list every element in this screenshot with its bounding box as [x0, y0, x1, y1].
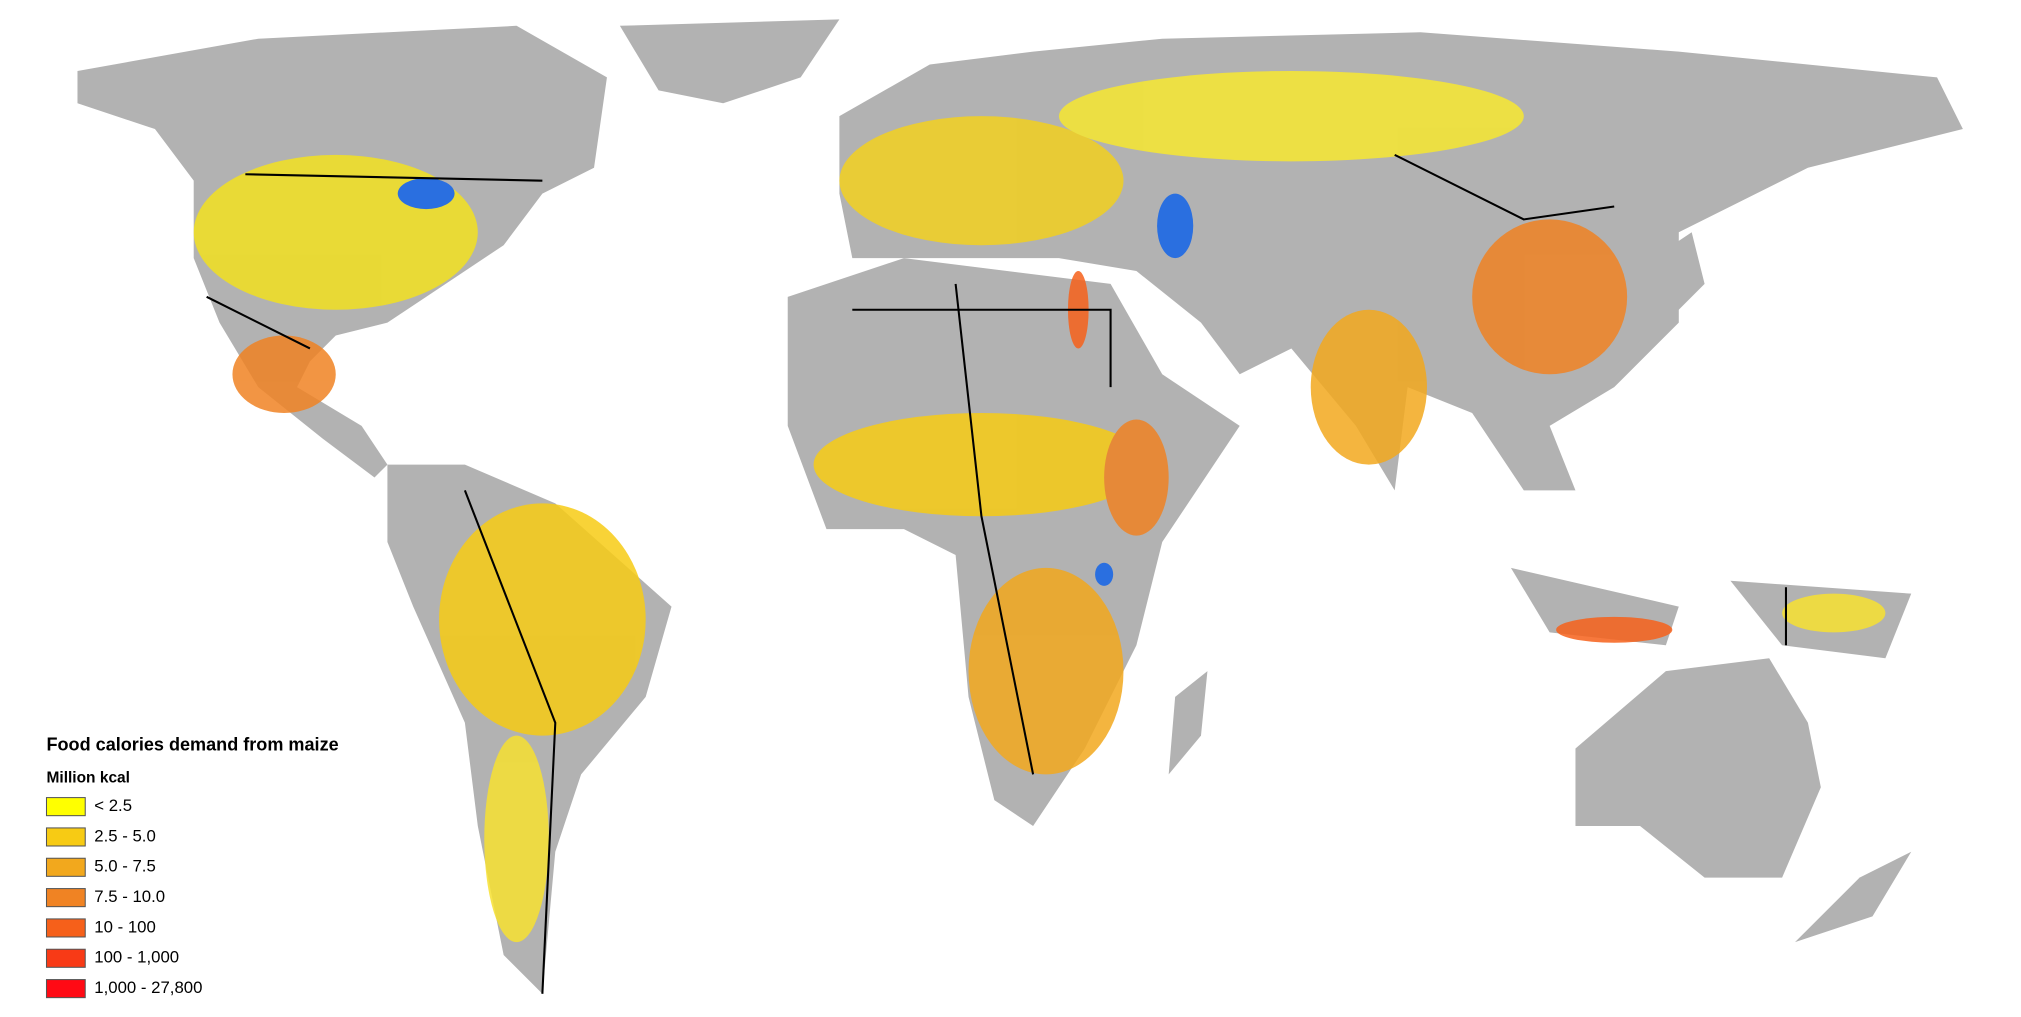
japan [1652, 232, 1705, 323]
legend-label: 5.0 - 7.5 [94, 857, 156, 876]
legend-swatch [45, 827, 86, 847]
crop-patch [1472, 219, 1628, 375]
australia [1575, 658, 1821, 878]
border-line [206, 295, 311, 350]
crop-patch [1556, 616, 1673, 643]
crop-patch [232, 335, 336, 413]
crop-patch [968, 567, 1124, 775]
crop-patch [1058, 70, 1524, 162]
crop-patch [439, 503, 646, 736]
crop-patch [813, 412, 1150, 517]
legend-label: 1,000 - 27,800 [94, 978, 202, 997]
border-line [463, 490, 557, 994]
legend-title: Food calories demand from maize [46, 735, 338, 755]
legend-swatch [45, 948, 86, 968]
legend-label: 100 - 1,000 [94, 948, 179, 967]
legend-subtitle: Million kcal [46, 769, 129, 786]
legend-label: 7.5 - 10.0 [94, 887, 165, 906]
crop-patch [1782, 593, 1886, 633]
legend-label: 10 - 100 [94, 917, 156, 936]
lake [397, 178, 455, 210]
legend-swatch [45, 797, 86, 817]
africa [787, 258, 1240, 826]
crop-patch [1310, 309, 1427, 465]
borders [206, 153, 1788, 994]
crop-patch [1104, 419, 1169, 536]
legend-swatch [45, 979, 86, 999]
legend: Food calories demand from maize Million … [45, 735, 339, 999]
legend-label: < 2.5 [94, 796, 132, 815]
new-zealand [1795, 851, 1912, 943]
legend-label: 2.5 - 5.0 [94, 826, 156, 845]
crop-patches [193, 70, 1886, 943]
eurasia [839, 32, 1963, 491]
border-line [852, 308, 1112, 388]
border-line [245, 173, 543, 182]
madagascar [1168, 671, 1208, 775]
crop-patch [484, 735, 549, 943]
border-line [954, 283, 1035, 775]
lake [1157, 193, 1194, 259]
legend-swatch [45, 857, 86, 877]
crop-patch [839, 116, 1124, 246]
lakes [397, 178, 1194, 586]
legend-swatch [45, 918, 86, 938]
legend-swatch [45, 888, 86, 908]
lake [1095, 562, 1114, 586]
greenland [619, 19, 840, 104]
border-line [1394, 153, 1615, 221]
